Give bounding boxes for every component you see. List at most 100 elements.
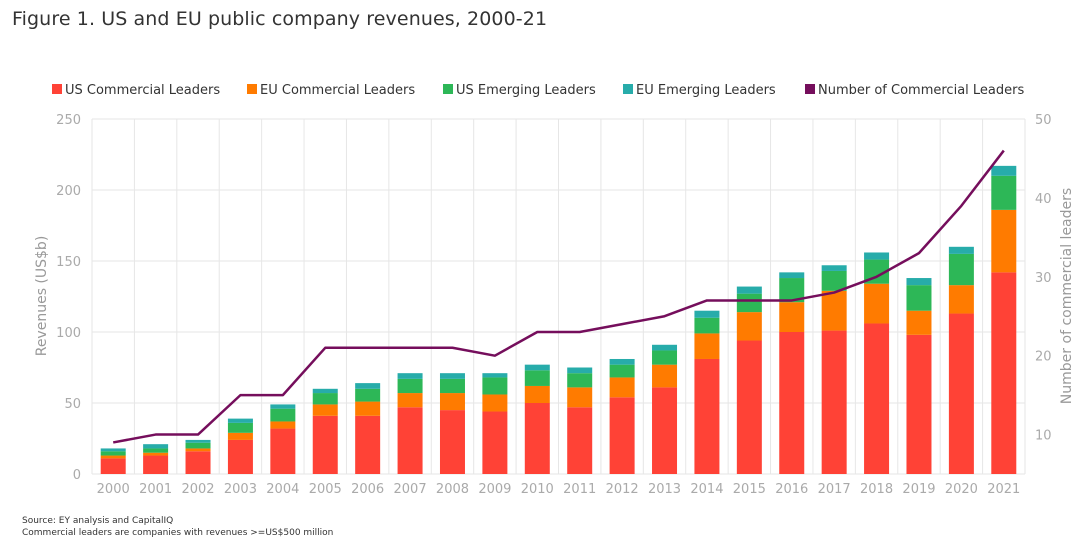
bar-segment: [312, 404, 338, 416]
bar-segment: [652, 350, 678, 365]
bar-segment: [397, 378, 423, 394]
bar-segment: [821, 270, 847, 291]
bar-segment: [991, 209, 1017, 273]
bar-segment: [906, 285, 932, 311]
bar-segment: [948, 246, 974, 254]
x-tick-label: 2009: [478, 482, 511, 497]
bar-segment: [312, 393, 338, 405]
bar-segment: [736, 312, 762, 341]
bar-segment: [397, 393, 423, 408]
bar-segment: [227, 439, 253, 474]
x-tick-label: 2018: [860, 482, 893, 497]
bar-segment: [567, 407, 593, 474]
bar-segment: [185, 448, 211, 452]
bar-segment: [567, 367, 593, 374]
x-tick-label: 2021: [987, 482, 1020, 497]
bar-segment: [355, 388, 381, 402]
y2-tick-label: 10: [1035, 429, 1052, 444]
x-tick-label: 2010: [521, 482, 554, 497]
y-axis-label: Revenues (US$b): [34, 236, 50, 357]
bar-segment: [736, 286, 762, 294]
legend-swatch: [52, 84, 62, 94]
bar-segment: [270, 408, 296, 422]
bar-segment: [355, 383, 381, 389]
bar-segment: [143, 444, 169, 449]
bar-segment: [694, 317, 720, 334]
y2-tick-label: 30: [1035, 271, 1052, 286]
bar-segment: [948, 253, 974, 286]
bar-segment: [439, 373, 465, 379]
bar-segment: [100, 458, 126, 474]
bar-segment: [482, 377, 508, 395]
bar-segment: [439, 378, 465, 394]
bar-segment: [652, 364, 678, 388]
bar-segment: [524, 364, 550, 371]
combo-chart: 2000 2001 2002 2003 2004 2005 2006 2007 2008 2009…: [34, 83, 1075, 497]
y2-axis-ticks: 10 20 30 40 50: [1035, 113, 1052, 444]
bar-segment: [185, 439, 211, 443]
legend-label: EU Emerging Leaders: [636, 83, 776, 98]
chart-title: Figure 1. US and EU public company reven…: [12, 8, 548, 30]
bar-segment: [609, 358, 635, 365]
x-tick-label: 2006: [351, 482, 384, 497]
x-tick-label: 2011: [563, 482, 596, 497]
bar-segment: [270, 428, 296, 474]
bar-segment: [991, 165, 1017, 176]
line-series: [112, 149, 1005, 444]
bar-segment: [482, 394, 508, 412]
x-tick-label: 2000: [97, 482, 130, 497]
source-note: Source: EY analysis and CapitalIQ: [22, 516, 174, 526]
bar-segment: [906, 278, 932, 286]
bar-segment: [524, 403, 550, 474]
bar-segment: [143, 455, 169, 474]
y-tick-label: 150: [56, 255, 81, 270]
bar-segment: [355, 401, 381, 416]
bar-segment: [991, 175, 1017, 210]
bar-segment: [694, 333, 720, 359]
x-tick-label: 2003: [224, 482, 257, 497]
bar-segment: [779, 272, 805, 279]
bar-segment: [185, 442, 211, 449]
bar-segment: [779, 332, 805, 474]
bar-segment: [227, 418, 253, 423]
legend-swatch: [247, 84, 257, 94]
legend-label: EU Commercial Leaders: [260, 83, 415, 98]
bar-segment: [482, 411, 508, 474]
bar-segment: [736, 293, 762, 313]
y-tick-label: 50: [64, 397, 81, 412]
bar-segment: [864, 252, 890, 260]
bar-segment: [864, 323, 890, 474]
x-tick-label: 2001: [139, 482, 172, 497]
chart-notes: Source: EY analysis and CapitalIQ Commer…: [22, 515, 333, 539]
bar-segment: [185, 451, 211, 474]
x-tick-label: 2013: [648, 482, 681, 497]
bar-segment: [100, 451, 126, 456]
bar-segment: [609, 377, 635, 398]
x-tick-label: 2017: [818, 482, 851, 497]
y-tick-label: 250: [56, 113, 81, 128]
bar-segment: [567, 373, 593, 388]
bar-segment: [100, 448, 126, 452]
bar-segment: [821, 265, 847, 271]
bar-segment: [312, 388, 338, 394]
bar-segment: [736, 340, 762, 474]
bar-segment: [948, 285, 974, 314]
bar-segment: [439, 393, 465, 411]
bar-segment: [821, 330, 847, 474]
bar-segment: [864, 283, 890, 324]
bar-segment: [779, 302, 805, 332]
bar-segment: [694, 310, 720, 318]
legend-swatch: [443, 84, 453, 94]
x-axis-ticks: 2000 2001 2002 2003 2004 2005 2006 2007 2008 2009…: [97, 482, 1021, 497]
bar-segment: [227, 422, 253, 433]
bar-segment: [524, 370, 550, 386]
x-tick-label: 2020: [945, 482, 978, 497]
bar-segment: [227, 432, 253, 440]
x-tick-label: 2004: [266, 482, 299, 497]
y2-axis-label: Number of commercial leaders: [1059, 188, 1075, 404]
bar-segment: [100, 455, 126, 459]
legend-swatch: [805, 84, 815, 94]
bar-segment: [694, 358, 720, 474]
y2-tick-label: 20: [1035, 350, 1052, 365]
x-tick-label: 2014: [690, 482, 723, 497]
